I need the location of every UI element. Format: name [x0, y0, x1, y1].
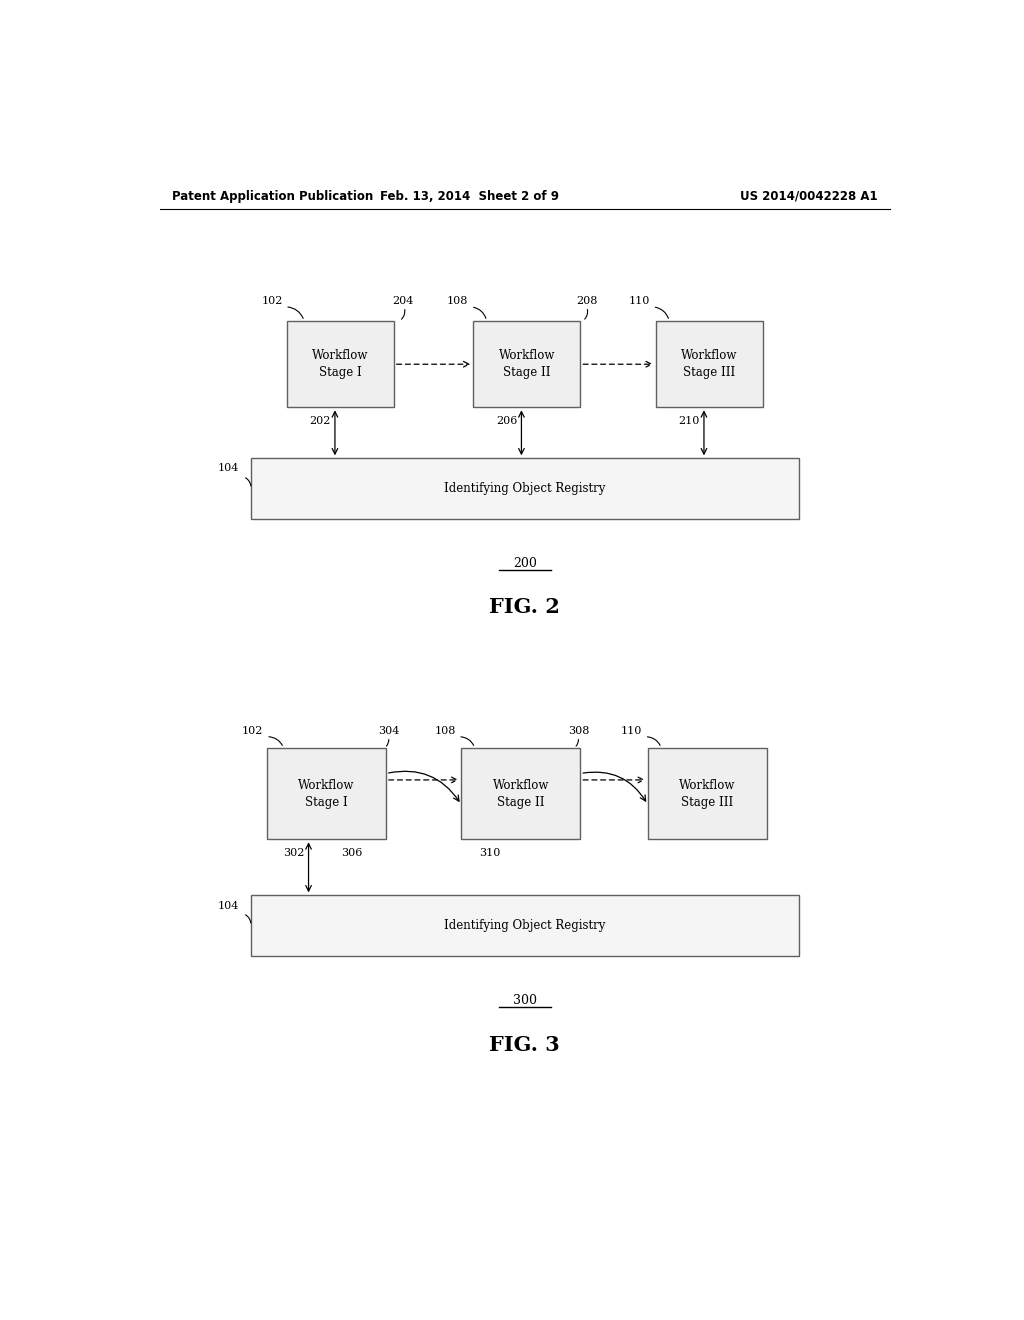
Bar: [461, 748, 581, 840]
Bar: [267, 748, 386, 840]
Text: Workflow
Stage I: Workflow Stage I: [298, 779, 354, 809]
Text: 204: 204: [392, 296, 414, 306]
Text: 304: 304: [378, 726, 399, 735]
Bar: [251, 458, 799, 519]
Text: 104: 104: [218, 463, 240, 474]
Bar: [473, 321, 581, 408]
Text: 206: 206: [496, 416, 517, 425]
Text: Workflow
Stage II: Workflow Stage II: [499, 350, 555, 379]
Text: US 2014/0042228 A1: US 2014/0042228 A1: [740, 190, 878, 202]
Text: 104: 104: [218, 900, 240, 911]
FancyArrowPatch shape: [583, 772, 646, 801]
Text: Identifying Object Registry: Identifying Object Registry: [444, 482, 605, 495]
Bar: [287, 321, 394, 408]
Bar: [655, 321, 763, 408]
Text: Workflow
Stage II: Workflow Stage II: [493, 779, 549, 809]
Text: 310: 310: [479, 847, 501, 858]
Text: 208: 208: [577, 296, 598, 306]
Text: 108: 108: [434, 726, 456, 735]
Text: 306: 306: [341, 847, 362, 858]
Text: Workflow
Stage III: Workflow Stage III: [679, 779, 735, 809]
Text: Workflow
Stage I: Workflow Stage I: [312, 350, 369, 379]
Text: Workflow
Stage III: Workflow Stage III: [681, 350, 737, 379]
Text: 108: 108: [446, 296, 468, 306]
Text: 302: 302: [284, 847, 304, 858]
Text: 210: 210: [679, 416, 700, 425]
Text: 102: 102: [261, 296, 283, 306]
Bar: [648, 748, 767, 840]
Text: Feb. 13, 2014  Sheet 2 of 9: Feb. 13, 2014 Sheet 2 of 9: [380, 190, 559, 202]
Text: 202: 202: [309, 416, 331, 425]
Text: 308: 308: [567, 726, 589, 735]
Text: 102: 102: [242, 726, 263, 735]
Text: 110: 110: [629, 296, 650, 306]
Text: Identifying Object Registry: Identifying Object Registry: [444, 919, 605, 932]
Text: FIG. 2: FIG. 2: [489, 598, 560, 618]
Text: Patent Application Publication: Patent Application Publication: [172, 190, 373, 202]
Bar: [251, 895, 799, 956]
Text: FIG. 3: FIG. 3: [489, 1035, 560, 1055]
Text: 200: 200: [513, 557, 537, 570]
FancyArrowPatch shape: [389, 771, 459, 801]
Text: 110: 110: [621, 726, 642, 735]
Text: 300: 300: [513, 994, 537, 1007]
